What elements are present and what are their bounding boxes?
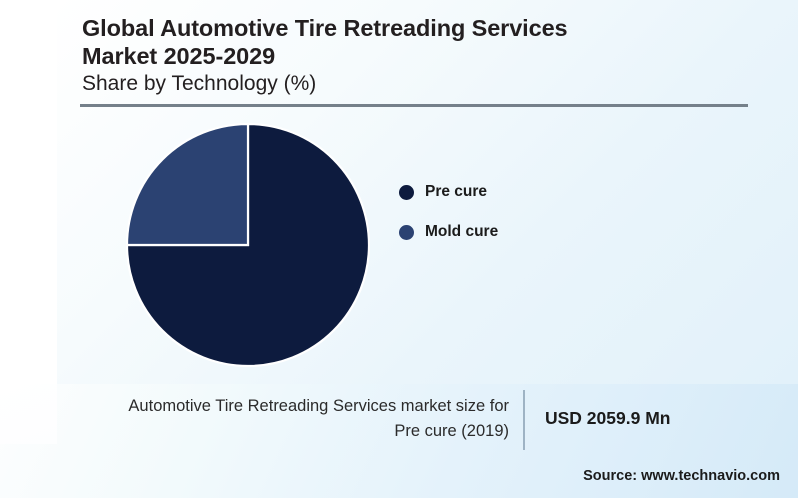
footer-band-background [0, 384, 798, 498]
page-subtitle: Share by Technology (%) [82, 72, 317, 95]
title-divider [80, 104, 748, 107]
legend-dot-icon [399, 184, 414, 200]
pie-chart [126, 121, 370, 369]
legend-item-label: Mold cure [425, 223, 499, 240]
chart-legend: Pre cure Mold cure [399, 172, 498, 252]
legend-item-pre-cure[interactable]: Pre cure [399, 172, 498, 212]
page-title-line-2: Market 2025-2029 [82, 43, 276, 69]
title-block: Global Automotive Tire Retreading Servic… [82, 14, 742, 97]
legend-item-mold-cure[interactable]: Mold cure [399, 212, 498, 252]
legend-item-label: Pre cure [425, 183, 488, 200]
pie-chart-svg [126, 122, 370, 368]
source-attribution: Source: www.technavio.com [583, 468, 780, 484]
footer-description-line-1: Automotive Tire Retreading Services mark… [128, 397, 509, 415]
footer-divider [523, 390, 525, 450]
pie-slice[interactable] [126, 122, 250, 247]
legend-dot-icon [399, 224, 414, 240]
footer-left-margin [0, 384, 57, 444]
footer-description: Automotive Tire Retreading Services mark… [0, 394, 509, 444]
footer-value: USD 2059.9 Mn [545, 408, 671, 428]
footer-description-line-2: Pre cure (2019) [394, 422, 509, 440]
page-title-line-1: Global Automotive Tire Retreading Servic… [82, 15, 568, 41]
